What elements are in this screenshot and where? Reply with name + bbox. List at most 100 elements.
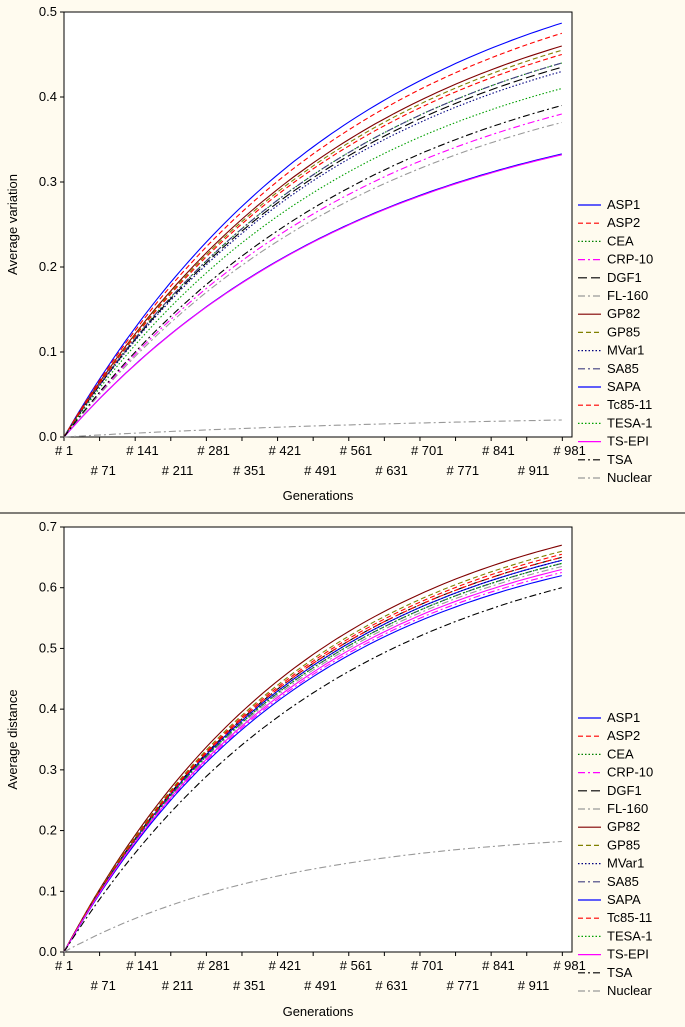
x-tick-label: # 351: [233, 463, 266, 478]
plot-area: [63, 11, 573, 438]
x-tick-label: # 631: [375, 978, 408, 993]
x-tick-label: # 911: [518, 978, 550, 993]
x-tick-label: # 981: [553, 958, 586, 973]
series-line-asp2: [63, 32, 562, 438]
x-tick-label: # 281: [197, 958, 230, 973]
series-line-ts-epi: [63, 568, 562, 953]
x-tick-label: # 71: [91, 463, 116, 478]
y-axis-label: Average variation: [5, 174, 20, 275]
x-tick-label: # 211: [162, 463, 194, 478]
legend-label: SAPA: [607, 379, 641, 394]
legend-label: FL-160: [607, 288, 648, 303]
x-tick-label: # 841: [482, 443, 515, 458]
legend-label: Tc85-11: [607, 397, 652, 412]
series-line-asp1: [63, 22, 562, 438]
series-line-gp82: [63, 45, 562, 438]
legend-label: Tc85-11: [607, 910, 652, 925]
legend-label: SA85: [607, 874, 639, 889]
series-line-tesa-1: [63, 87, 562, 438]
legend-label: ASP2: [607, 215, 640, 230]
x-tick-label: # 771: [447, 463, 480, 478]
legend-label: CEA: [607, 746, 634, 761]
x-tick-label: # 421: [269, 958, 302, 973]
series-line-fl-160: [63, 565, 562, 953]
legend-label: SAPA: [607, 892, 641, 907]
legend-label: MVar1: [607, 856, 644, 871]
legend-label: TS-EPI: [607, 947, 649, 962]
legend-label: TESA-1: [607, 415, 653, 430]
series-line-tc85-11: [63, 53, 562, 438]
series-line-tsa: [63, 104, 562, 438]
x-tick-label: # 701: [411, 443, 444, 458]
series-line-gp85: [63, 550, 562, 953]
legend-label: TS-EPI: [607, 434, 649, 449]
y-tick-label: 0.2: [39, 259, 57, 274]
x-axis-label: Generations: [283, 1004, 354, 1019]
series-line-dgf1: [63, 66, 562, 438]
y-tick-label: 0.1: [39, 344, 57, 359]
series-line-crp-10: [63, 571, 562, 953]
legend: ASP1 ASP2 CEA CRP-10 DGF1 FL-160 GP82 GP85 MVar1…: [578, 710, 653, 998]
legend-label: ASP1: [607, 710, 640, 725]
legend-label: GP82: [607, 306, 640, 321]
x-axis-label: Generations: [283, 488, 354, 503]
x-tick-label: # 841: [482, 958, 515, 973]
x-tick-label: # 1: [55, 443, 73, 458]
legend-label: DGF1: [607, 270, 642, 285]
plot-area: [63, 526, 573, 953]
x-tick-label: # 491: [304, 463, 337, 478]
x-tick-label: # 71: [91, 978, 116, 993]
x-tick-label: # 141: [126, 443, 159, 458]
x-tick-label: # 911: [518, 463, 550, 478]
legend: ASP1 ASP2 CEA CRP-10 DGF1 FL-160 GP82 GP85 MVar1…: [578, 197, 653, 485]
x-tick-label: # 631: [375, 463, 408, 478]
legend-label: TSA: [607, 965, 633, 980]
series-line-gp85: [63, 49, 562, 438]
y-tick-label: 0.7: [39, 519, 57, 534]
y-tick-label: 0.3: [39, 174, 57, 189]
y-tick-label: 0.2: [39, 823, 57, 838]
y-tick-label: 0.3: [39, 762, 57, 777]
x-tick-label: # 281: [197, 443, 230, 458]
legend-label: ASP2: [607, 728, 640, 743]
legend-label: CEA: [607, 233, 634, 248]
legend-label: TESA-1: [607, 928, 653, 943]
x-tick-label: # 1: [55, 958, 73, 973]
legend-label: GP85: [607, 324, 640, 339]
legend-label: GP85: [607, 837, 640, 852]
legend-label: GP82: [607, 819, 640, 834]
legend-label: FL-160: [607, 801, 648, 816]
series-line-nuclear: [63, 419, 562, 438]
series-line-tsa: [63, 587, 562, 953]
y-tick-label: 0.4: [39, 701, 57, 716]
y-axis-label: Average distance: [5, 689, 20, 789]
chart-panel-2: 0.0 0.1 0.2 0.3 0.4 0.5 0.6 0.7 # 1 # 71 # 141# 21…: [5, 519, 653, 1019]
series-line-sa85: [63, 562, 562, 953]
series-line-asp2: [63, 553, 562, 953]
x-tick-label: # 491: [304, 978, 337, 993]
x-tick-label: # 981: [553, 443, 586, 458]
series-line-nuclear: [63, 840, 562, 953]
y-tick-label: 0.5: [39, 4, 57, 19]
y-tick-label: 0.0: [39, 944, 57, 959]
y-tick-label: 0.6: [39, 580, 57, 595]
legend-label: Nuclear: [607, 983, 652, 998]
legend-label: ASP1: [607, 197, 640, 212]
series-line-sapa: [63, 575, 562, 953]
series-line-ts-epi: [63, 154, 562, 438]
x-tick-label: # 561: [340, 958, 373, 973]
legend-label: MVar1: [607, 343, 644, 358]
y-tick-label: 0.5: [39, 640, 57, 655]
x-tick-label: # 421: [269, 443, 302, 458]
legend-label: CRP-10: [607, 765, 653, 780]
series-line-fl-160: [63, 121, 562, 438]
y-tick-label: 0.1: [39, 883, 57, 898]
x-tick-label: # 141: [126, 958, 159, 973]
x-tick-label: # 351: [233, 978, 266, 993]
x-tick-label: # 771: [447, 978, 480, 993]
x-tick-label: # 701: [411, 958, 444, 973]
legend-label: Nuclear: [607, 470, 652, 485]
chart-panel-1: 0.0 0.1 0.2 0.3 0.4 0.5 # 1 # 71 # 141# 211# 281…: [5, 4, 653, 503]
x-tick-label: # 211: [162, 978, 194, 993]
